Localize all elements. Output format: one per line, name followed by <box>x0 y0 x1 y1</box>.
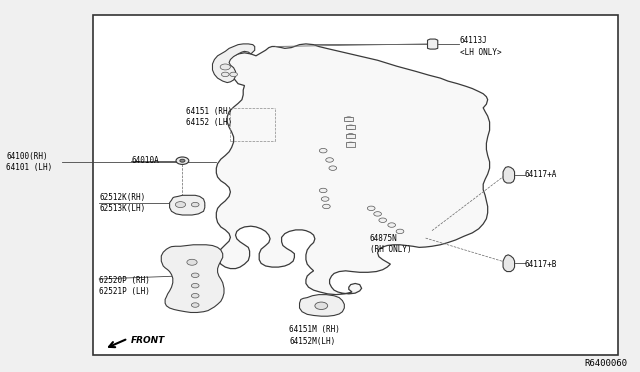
Polygon shape <box>212 44 255 83</box>
Text: 62520P (RH)
62521P (LH): 62520P (RH) 62521P (LH) <box>99 276 150 296</box>
Text: 64151M (RH)
64152M(LH): 64151M (RH) 64152M(LH) <box>289 326 340 346</box>
Circle shape <box>396 229 404 234</box>
Text: 64151 (RH)
64152 (LH): 64151 (RH) 64152 (LH) <box>186 107 232 127</box>
Circle shape <box>230 72 237 77</box>
Text: R6400060: R6400060 <box>584 359 627 368</box>
Bar <box>344 117 353 121</box>
Circle shape <box>379 218 387 222</box>
Bar <box>93 15 618 355</box>
Circle shape <box>374 212 381 216</box>
Text: 64875N
(RH ONLY): 64875N (RH ONLY) <box>370 234 412 254</box>
Circle shape <box>191 294 199 298</box>
Circle shape <box>221 72 229 77</box>
Circle shape <box>329 166 337 170</box>
Polygon shape <box>503 167 515 183</box>
Circle shape <box>180 159 185 162</box>
Polygon shape <box>503 255 515 272</box>
Circle shape <box>388 223 396 227</box>
Circle shape <box>191 283 199 288</box>
Bar <box>346 134 355 138</box>
Circle shape <box>321 197 329 201</box>
Text: FRONT: FRONT <box>131 336 166 344</box>
Circle shape <box>345 117 353 121</box>
Polygon shape <box>300 295 344 316</box>
Circle shape <box>367 206 375 211</box>
Bar <box>346 142 355 147</box>
Circle shape <box>347 142 355 147</box>
Circle shape <box>319 188 327 193</box>
Circle shape <box>323 204 330 209</box>
Circle shape <box>347 134 355 138</box>
Text: 64113J
<LH ONLY>: 64113J <LH ONLY> <box>460 36 501 57</box>
Text: 64117+B: 64117+B <box>525 260 557 269</box>
Polygon shape <box>170 195 205 215</box>
Text: 64100(RH)
64101 (LH): 64100(RH) 64101 (LH) <box>6 152 52 172</box>
Circle shape <box>220 64 230 70</box>
Polygon shape <box>161 245 224 312</box>
Circle shape <box>191 303 199 307</box>
Polygon shape <box>216 44 490 295</box>
Circle shape <box>176 157 189 164</box>
Circle shape <box>347 125 355 129</box>
Polygon shape <box>428 39 438 49</box>
Circle shape <box>319 148 327 153</box>
Bar <box>346 125 355 129</box>
Text: 64010A: 64010A <box>131 156 159 165</box>
Circle shape <box>191 202 199 207</box>
Circle shape <box>326 158 333 162</box>
Circle shape <box>175 202 186 208</box>
Text: 64117+A: 64117+A <box>525 170 557 179</box>
Circle shape <box>315 302 328 310</box>
Circle shape <box>187 259 197 265</box>
Circle shape <box>191 273 199 278</box>
Text: 62512K(RH)
62513K(LH): 62512K(RH) 62513K(LH) <box>99 193 145 213</box>
